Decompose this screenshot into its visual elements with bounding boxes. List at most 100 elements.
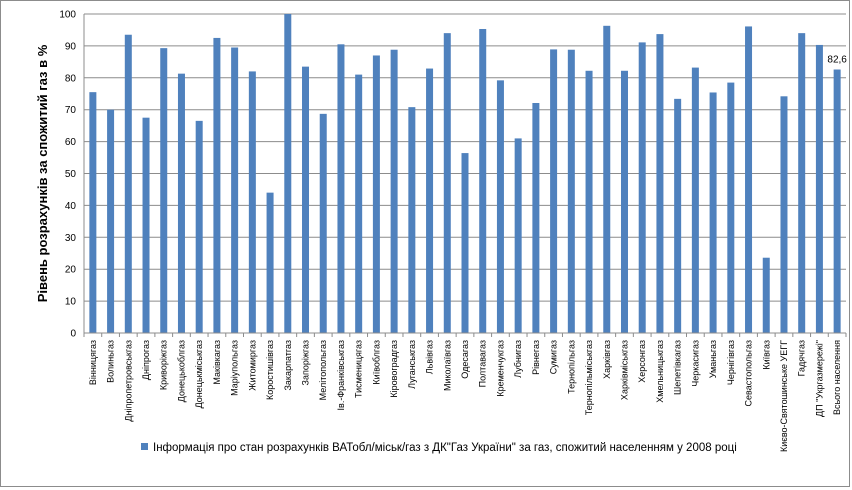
x-tick-label: Одесагаз [460, 340, 470, 379]
bar [620, 70, 628, 334]
bar [107, 109, 115, 333]
x-tick-label: Києво-Святошинське УЕГГ [779, 340, 789, 452]
bar [532, 103, 540, 333]
y-tick-label: 100 [59, 10, 76, 21]
bar [798, 33, 806, 333]
bar [479, 28, 487, 333]
bar [656, 34, 664, 334]
bar [603, 25, 611, 333]
bar [408, 107, 416, 333]
x-tick-label: Дніпрогаз [141, 340, 151, 380]
x-tick-label: Вінницягаз [88, 340, 98, 385]
bar [231, 47, 239, 334]
x-tick-label: Волиньгаз [106, 340, 116, 383]
y-tick-label: 90 [65, 41, 77, 52]
x-tick-label: Мелітопольгаз [318, 340, 328, 400]
bar [709, 92, 717, 333]
axes [83, 14, 847, 337]
x-tick-label: Кіровоградгаз [389, 340, 399, 398]
bar [160, 48, 168, 334]
bar [337, 44, 345, 334]
y-tick-labels: 0 10 20 30 40 50 60 70 80 90 100 [59, 10, 76, 340]
x-tick-label: Донецькоблгаз [176, 340, 186, 402]
y-tick-label: 80 [65, 73, 77, 84]
bar [674, 98, 682, 333]
bar [638, 42, 646, 334]
bar [124, 34, 132, 334]
y-tick-label: 40 [65, 201, 77, 212]
legend-label: Інформація про стан розрахунків ВАТобл/м… [153, 442, 737, 454]
legend: Інформація про стан розрахунків ВАТобл/м… [141, 442, 737, 454]
legend-swatch [141, 443, 148, 450]
x-tick-label: Миколаївгаз [442, 340, 452, 391]
x-tick-label: Харківміськгаз [619, 340, 629, 400]
x-tick-label: Донецькміськгаз [194, 340, 204, 408]
x-tick-label: Гадячгаз [797, 340, 807, 376]
x-tick-label: Чернігівгаз [726, 340, 736, 385]
x-tick-label: Дніпропетровськгаз [123, 340, 133, 422]
x-tick-label: Тернопільміськгаз [584, 340, 594, 415]
bar [443, 33, 451, 333]
x-tick-label: Запоріжгаз [301, 340, 311, 385]
y-tick-label: 60 [65, 137, 77, 148]
bar [372, 55, 380, 333]
bar [302, 66, 310, 333]
x-tick-label: Кременчукгаз [495, 340, 505, 397]
y-tick-label: 50 [65, 169, 77, 180]
bar [284, 14, 292, 333]
x-tick-label: Севастопольгаз [744, 340, 754, 406]
y-tick-label: 30 [65, 233, 77, 244]
x-tick-label: Черкасигаз [690, 340, 700, 387]
data-labels: 82,6 [827, 55, 847, 66]
x-tick-label: Тисменицягаз [354, 340, 364, 398]
bar [355, 74, 363, 334]
x-tick-label: ДП "Укргазмережі" [814, 340, 824, 417]
bar [195, 120, 203, 334]
y-axis-label: Рівень розрахунків за спожитий газ в % [35, 44, 50, 302]
bar [89, 92, 97, 333]
x-tick-label: Шепетівкагаз [673, 340, 683, 395]
data-label: 82,6 [827, 55, 847, 66]
y-tick-label: 0 [70, 329, 76, 340]
bar [319, 113, 327, 333]
x-tick-label: Рівнегаз [531, 340, 541, 375]
x-tick-label: Уманьгаз [708, 340, 718, 378]
bar [833, 69, 841, 334]
x-tick-label: Хмельницькгаз [655, 340, 665, 403]
bar [177, 73, 185, 333]
bar [745, 26, 753, 333]
x-tick-label: Сумигаз [549, 340, 559, 374]
bar [266, 192, 274, 333]
bar [727, 82, 735, 334]
bar [426, 68, 434, 333]
bar [550, 49, 558, 334]
bar [691, 67, 699, 333]
bar [514, 138, 522, 333]
x-tick-labels: Вінницягаз Волиньгаз Дніпропетровськгаз Дні… [88, 340, 842, 452]
x-tick-label: Тернопільгаз [566, 340, 576, 394]
x-tick-label: Ів.-Франківськгаз [336, 340, 346, 410]
bar [496, 80, 504, 334]
y-tick-label: 70 [65, 105, 77, 116]
bar [780, 96, 788, 333]
x-tick-label: Криворіжгаз [159, 340, 169, 390]
x-tick-label: Маківкагаз [212, 340, 222, 385]
x-tick-label: Харківгаз [602, 340, 612, 379]
bars [89, 14, 841, 334]
x-tick-label: Херсонгаз [637, 340, 647, 383]
x-tick-label: Лубнигаз [513, 340, 523, 378]
x-tick-label: Луганськгаз [407, 340, 417, 389]
bar [567, 49, 575, 334]
x-tick-label: Київгаз [761, 340, 771, 370]
bar [390, 49, 398, 334]
bar [585, 70, 593, 334]
y-tick-label: 10 [65, 297, 77, 308]
x-tick-label: Всього населення [832, 340, 842, 415]
x-tick-label: Маріупольгаз [230, 340, 240, 396]
x-tick-label: Полтавагаз [478, 340, 488, 387]
bar [142, 117, 150, 333]
bar [248, 71, 256, 334]
bar [762, 257, 770, 333]
bar [213, 37, 221, 334]
